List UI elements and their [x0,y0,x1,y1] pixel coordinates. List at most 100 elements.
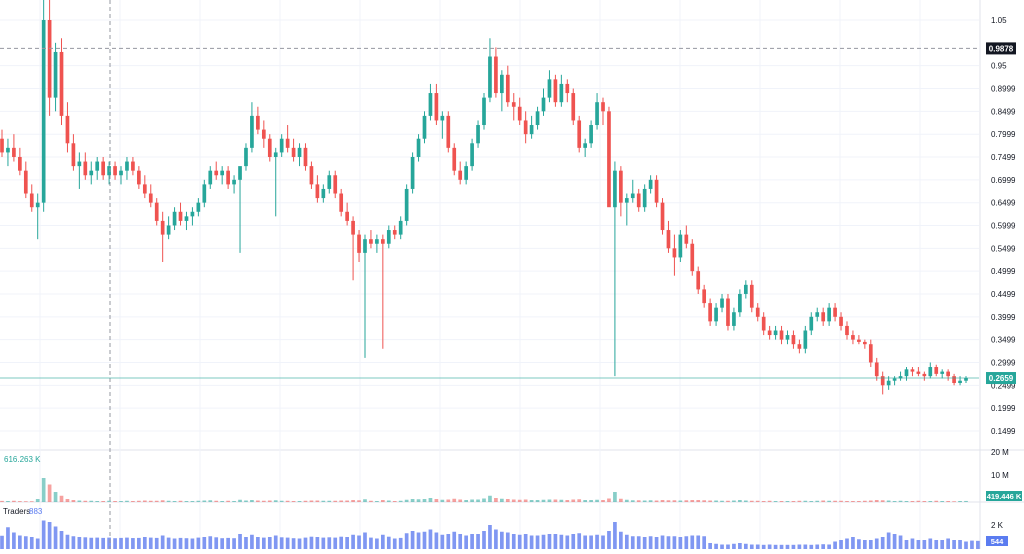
candle [500,70,504,112]
candle [250,102,254,153]
traders-bar [535,535,540,549]
candle [577,115,582,153]
candle [684,225,689,249]
traders-bar [12,532,16,549]
volume-bar [279,500,284,502]
volume-bar [565,500,570,502]
traders-bar [476,534,480,549]
traders-bar [101,537,106,549]
candle [630,179,635,203]
traders-bar [392,538,397,549]
traders-bar [244,537,248,549]
traders-bar [595,534,599,549]
candle-body [482,97,486,126]
volume-bar [743,500,748,502]
candle [327,170,332,194]
volume-bar [148,500,153,502]
traders-bar [65,534,70,549]
candle [488,38,492,103]
candle [910,367,915,377]
volume-bar [476,499,480,502]
candle [601,97,605,126]
candle-body [279,138,284,153]
volume-bar [404,499,409,502]
volume-bar [589,500,593,502]
volume-bar [184,501,189,502]
volume-bar [517,499,522,502]
candle-body [565,83,570,94]
candle [541,88,546,116]
candle-body [642,188,647,208]
traders-bar [297,538,302,549]
volume-bar [922,501,927,502]
traders-bar [41,520,46,549]
candle [636,188,641,212]
candle [166,216,171,240]
candle [404,184,409,226]
candle-body [529,125,534,135]
candle [113,161,117,180]
candle-body [779,330,784,340]
traders-bar [208,536,213,549]
traders-bar [59,531,64,549]
traders-bar [351,534,355,549]
volume-bar [440,499,445,502]
price-axis[interactable]: 1.05 0.95 0.8999 0.8499 0.7999 0.7499 0.6999 0.… [986,16,1022,546]
volume-bar [613,492,617,502]
traders-bar [821,544,826,549]
volume-bar [41,478,46,502]
traders-bar [583,535,588,549]
candle [446,111,451,153]
candle [809,312,814,336]
volume-peak-label: 616.263 K [4,455,41,464]
candle [41,0,46,212]
traders-bar [285,537,290,549]
traders-bar [458,534,463,549]
candle [6,138,10,167]
traders-bar [523,534,528,549]
candle-body [803,330,808,349]
traders-bar [488,525,492,549]
candle-body [470,143,474,167]
traders-bar [142,537,147,549]
candle-body [23,170,28,194]
candle-body [886,380,891,386]
candle [922,371,927,381]
candle [392,225,397,240]
volume-bar [684,500,689,502]
candle-body [404,188,409,221]
candle [874,357,879,381]
candle [732,307,736,331]
candle-body [791,335,796,345]
candle-body [47,20,52,98]
traders-bar [434,532,439,549]
candle-body [500,74,504,94]
traders-bar [95,537,100,549]
traders-bar [35,538,40,549]
volume-bar [327,500,332,502]
traders-bar [214,537,219,549]
traders-bar [886,532,891,549]
volume-bar [351,500,355,502]
candle [833,303,837,322]
candle [589,120,593,148]
traders-bar [339,536,344,549]
traders-bar [482,531,486,549]
price-tick-label: 0.95 [991,62,1007,71]
candle-body [321,188,326,199]
traders-bar [315,537,320,549]
volume-bar [547,499,552,502]
candle-body [636,193,641,208]
traders-bar [743,543,748,549]
volume-bar [166,500,171,502]
candle-body [327,175,332,189]
volume-bar [47,484,52,502]
candle-body [726,298,730,326]
candle-body [958,380,962,384]
traders-bar [0,535,4,549]
traders-bar [773,544,778,549]
volume-bar [0,500,4,502]
candle-body [131,161,135,171]
candle [125,156,129,180]
